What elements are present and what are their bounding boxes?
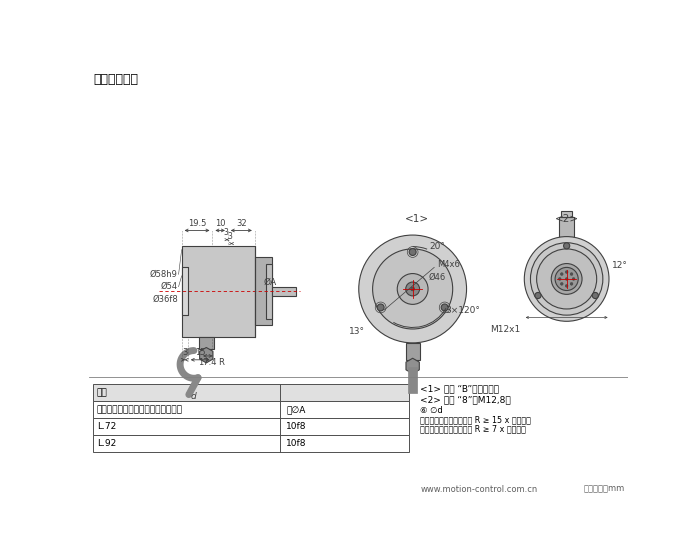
Text: ⑥ ∅d: ⑥ ∅d bbox=[420, 406, 443, 415]
Text: 安装: 安装 bbox=[97, 389, 108, 398]
Circle shape bbox=[372, 249, 453, 329]
Bar bbox=[272, 287, 296, 296]
Text: Ø46: Ø46 bbox=[428, 273, 445, 282]
Text: 10f8: 10f8 bbox=[286, 439, 307, 448]
Circle shape bbox=[531, 243, 603, 315]
Text: <2> 连接 “8”：M12,8脚: <2> 连接 “8”：M12,8脚 bbox=[420, 395, 511, 404]
Text: 尺寸单位：mm: 尺寸单位：mm bbox=[583, 485, 624, 494]
Text: 法兰，防护等级，轴（见订购信息）: 法兰，防护等级，轴（见订购信息） bbox=[97, 405, 183, 414]
Text: 19.5: 19.5 bbox=[188, 219, 206, 228]
Circle shape bbox=[377, 304, 384, 311]
Circle shape bbox=[570, 273, 573, 276]
Bar bbox=[93, 384, 409, 402]
Bar bbox=[559, 217, 574, 237]
Circle shape bbox=[566, 278, 568, 281]
Bar bbox=[561, 211, 572, 217]
Circle shape bbox=[358, 235, 466, 343]
Circle shape bbox=[559, 278, 561, 281]
Circle shape bbox=[406, 282, 419, 296]
Text: 17.4: 17.4 bbox=[199, 358, 217, 367]
Text: 13°: 13° bbox=[349, 327, 365, 336]
Text: 3: 3 bbox=[223, 228, 228, 237]
Circle shape bbox=[592, 292, 598, 298]
Bar bbox=[406, 343, 419, 360]
Polygon shape bbox=[406, 358, 419, 374]
Text: Ø36f8: Ø36f8 bbox=[152, 295, 178, 304]
Bar bbox=[93, 435, 409, 452]
Text: Ø58h9: Ø58h9 bbox=[150, 270, 178, 279]
Text: 15: 15 bbox=[195, 348, 205, 357]
Text: 同步夹紧法兰: 同步夹紧法兰 bbox=[93, 73, 138, 86]
Text: www.motion-control.com.cn: www.motion-control.com.cn bbox=[420, 485, 538, 494]
Circle shape bbox=[561, 282, 563, 285]
Bar bbox=[265, 264, 272, 319]
Circle shape bbox=[572, 278, 575, 281]
Text: 20°: 20° bbox=[429, 242, 445, 251]
Circle shape bbox=[561, 273, 563, 276]
Bar bbox=[181, 268, 188, 315]
Bar bbox=[255, 258, 272, 325]
Text: 3: 3 bbox=[182, 348, 188, 357]
Text: 固定安装时电缆弯曲半径 R ≥ 7 x 电缆直径: 固定安装时电缆弯曲半径 R ≥ 7 x 电缆直径 bbox=[420, 424, 526, 433]
Circle shape bbox=[552, 264, 582, 295]
Circle shape bbox=[566, 270, 568, 273]
Circle shape bbox=[411, 287, 414, 291]
Text: 10f8: 10f8 bbox=[286, 422, 307, 431]
Circle shape bbox=[441, 304, 448, 311]
Text: <2>: <2> bbox=[554, 214, 579, 224]
Circle shape bbox=[524, 236, 609, 321]
Circle shape bbox=[398, 274, 428, 305]
Text: 32: 32 bbox=[236, 219, 246, 228]
Circle shape bbox=[535, 292, 541, 298]
Circle shape bbox=[555, 267, 578, 291]
Text: 12°: 12° bbox=[612, 260, 628, 269]
Text: L.92: L.92 bbox=[97, 439, 116, 448]
Text: M4x6: M4x6 bbox=[438, 260, 460, 269]
Text: ØA: ØA bbox=[264, 278, 277, 287]
Text: d: d bbox=[190, 391, 196, 400]
Text: 轴∅A: 轴∅A bbox=[286, 405, 306, 414]
Text: M12x1: M12x1 bbox=[490, 325, 520, 334]
Text: R: R bbox=[218, 358, 224, 367]
Bar bbox=[199, 337, 214, 349]
Text: <1>: <1> bbox=[405, 214, 428, 224]
Bar bbox=[93, 418, 409, 435]
Text: 3: 3 bbox=[228, 232, 232, 241]
Circle shape bbox=[564, 243, 570, 249]
Bar bbox=[181, 246, 255, 337]
Circle shape bbox=[537, 249, 596, 309]
Circle shape bbox=[570, 282, 573, 285]
Polygon shape bbox=[199, 347, 213, 363]
Text: 弹性安装时电缆弯曲半径 R ≥ 15 x 电缆直径: 弹性安装时电缆弯曲半径 R ≥ 15 x 电缆直径 bbox=[420, 416, 531, 424]
Circle shape bbox=[410, 249, 416, 255]
Text: <1> 连接 “B”：轴向电缆: <1> 连接 “B”：轴向电缆 bbox=[420, 384, 499, 394]
Text: 3×120°: 3×120° bbox=[445, 306, 480, 315]
Bar bbox=[93, 402, 409, 418]
Text: 10: 10 bbox=[215, 219, 225, 228]
Text: Ø54: Ø54 bbox=[161, 282, 178, 291]
Circle shape bbox=[566, 284, 568, 287]
Text: L.72: L.72 bbox=[97, 422, 116, 431]
